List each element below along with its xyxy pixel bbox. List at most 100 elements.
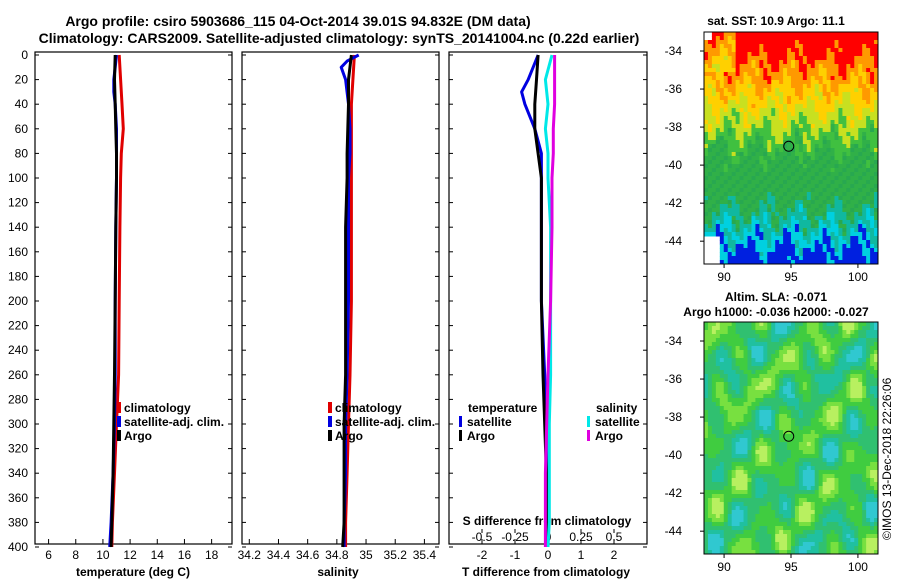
map-cell [739, 394, 745, 399]
map-cell [751, 104, 756, 109]
map-cell [791, 56, 796, 61]
map-cell [719, 522, 725, 527]
map-cell [759, 342, 764, 347]
map-cell [874, 358, 879, 363]
map-cell [854, 164, 859, 169]
map-cell [727, 156, 733, 161]
map-cell [707, 494, 713, 499]
map-cell [862, 386, 867, 391]
map-cell [719, 474, 725, 479]
map-cell [783, 92, 788, 97]
map-cell [711, 148, 717, 153]
map-cell [794, 510, 800, 515]
map-cell [846, 510, 851, 515]
map-cell [771, 52, 776, 57]
map-cell [739, 402, 745, 407]
map-cell [759, 208, 764, 213]
map-cell [767, 518, 772, 523]
map-cell [731, 252, 737, 257]
map-cell [704, 354, 709, 359]
map-cell [830, 196, 835, 201]
map-cell [810, 390, 816, 395]
map-cell [707, 346, 713, 351]
map-cell [739, 104, 745, 109]
map-cell [791, 514, 796, 519]
map-cell [834, 196, 839, 201]
map-cell [866, 362, 871, 367]
map-cell [783, 216, 788, 221]
map-cell [763, 490, 768, 495]
map-cell [874, 32, 879, 37]
map-cell [874, 338, 879, 343]
map-cell [810, 398, 816, 403]
map-cell [842, 132, 847, 137]
map-cell [727, 394, 733, 399]
map-cell [826, 494, 832, 499]
map-cell [719, 48, 725, 53]
map-cell [806, 196, 812, 201]
map-cell [874, 148, 879, 153]
map-cell [826, 76, 832, 81]
map-cell [707, 124, 713, 129]
map-cell [866, 104, 871, 109]
map-cell [767, 426, 772, 431]
map-cell [862, 398, 867, 403]
map-cell [763, 236, 768, 241]
map-cell [727, 406, 733, 411]
map-cell [743, 326, 748, 331]
map-cell [862, 220, 867, 225]
map-cell [814, 240, 820, 245]
map-cell [866, 394, 871, 399]
map-cell [838, 232, 843, 237]
map-cell [854, 342, 859, 347]
map-cell [838, 144, 843, 149]
map-cell [854, 96, 859, 101]
map-cell [707, 378, 713, 383]
map-cell [802, 370, 808, 375]
map-cell [838, 482, 843, 487]
map-cell [715, 430, 721, 435]
map-cell [731, 244, 737, 249]
map-cell [834, 72, 839, 77]
map-cell [767, 346, 772, 351]
map-cell [866, 252, 871, 257]
map-cell [767, 92, 772, 97]
map-cell [767, 474, 772, 479]
map-cell [818, 172, 824, 177]
map-cell [704, 470, 709, 475]
map-cell [818, 184, 824, 189]
map-cell [814, 490, 820, 495]
map-cell [838, 140, 843, 145]
legend-heading: salinity [596, 401, 638, 415]
map-cell [791, 466, 796, 471]
map-cell [707, 156, 713, 161]
map-cell [834, 350, 839, 355]
map-cell [755, 172, 760, 177]
map-cell [846, 478, 851, 483]
map-cell [731, 398, 737, 403]
map-cell [842, 342, 847, 347]
map-cell [707, 370, 713, 375]
map-cell [874, 144, 879, 149]
map-cell [731, 334, 737, 339]
map-cell [779, 72, 784, 77]
map-cell [870, 490, 875, 495]
map-cell [806, 450, 812, 455]
map-cell [775, 168, 780, 173]
map-cell [751, 462, 756, 467]
map-cell [767, 354, 772, 359]
map-cell [715, 88, 721, 93]
map-cell [822, 208, 828, 213]
map-cell [771, 494, 776, 499]
map-cell [704, 216, 709, 221]
map-cell [743, 394, 748, 399]
map-cell [707, 232, 713, 237]
map-cell [822, 128, 828, 133]
map-cell [775, 144, 780, 149]
map-x-tick-label: 95 [784, 270, 798, 284]
map-cell [850, 156, 855, 161]
map-cell [775, 334, 780, 339]
map-cell [806, 374, 812, 379]
map-cell [802, 156, 808, 161]
map-cell [850, 466, 855, 471]
